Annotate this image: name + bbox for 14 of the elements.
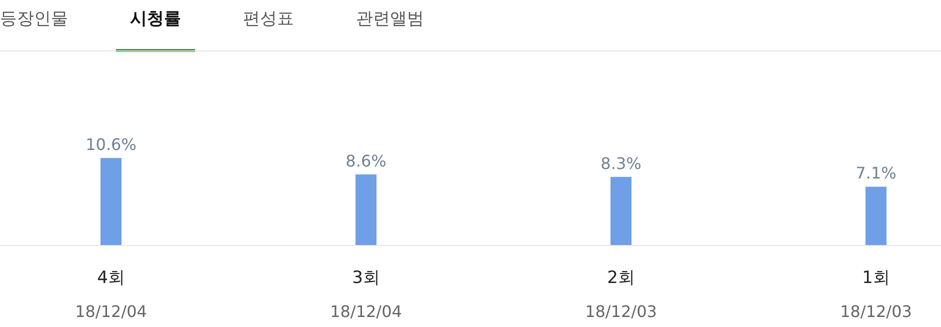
bar: [100, 158, 122, 245]
data-label: 8.6%: [346, 151, 386, 170]
tabs: 등장인물 시청률 편성표 관련앨범: [0, 9, 424, 52]
x-tick-label: 1회 18/12/03: [840, 268, 912, 321]
x-tick-label: 4회 18/12/04: [75, 268, 147, 321]
x-tick-label: 3회 18/12/04: [330, 268, 402, 321]
chart-title: 시청률: [130, 9, 181, 29]
data-label: 8.3%: [600, 154, 642, 173]
x-tick-label: 2회 18/12/03: [585, 268, 657, 321]
bar: [356, 174, 376, 245]
bar: [610, 176, 632, 245]
bar: [866, 186, 886, 245]
data-label: 10.6%: [86, 135, 136, 154]
data-label: 7.1%: [856, 164, 896, 183]
